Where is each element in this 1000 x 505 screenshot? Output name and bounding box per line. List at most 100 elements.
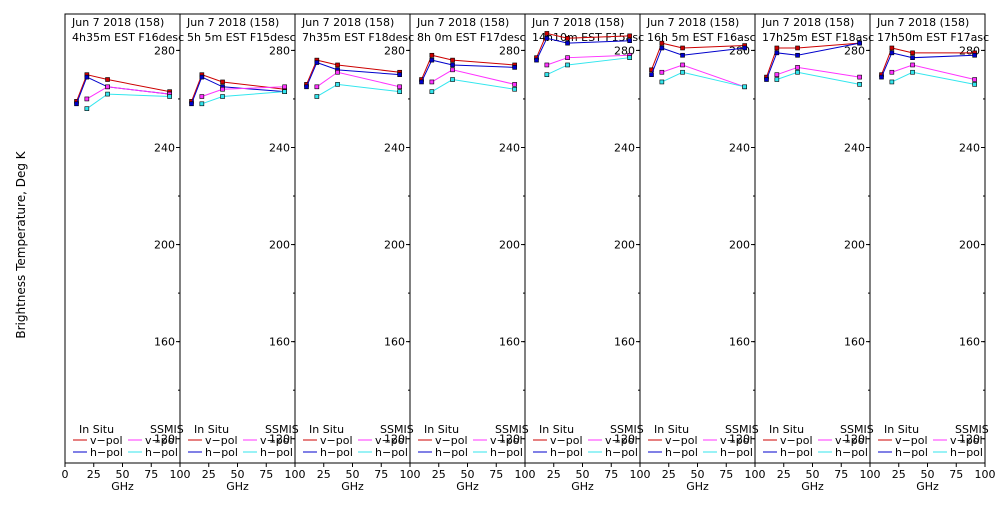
x-tick-label: 25 (547, 468, 561, 481)
x-tick-label: 75 (719, 468, 733, 481)
legend-ssmis-header: SSMIS (380, 423, 414, 436)
data-point (565, 40, 570, 46)
panel-subtitle: 7h35m EST F18desc (302, 31, 414, 44)
series-line (306, 61, 400, 88)
panel-3: 120 160 200 240 280 25 50 75 100 GHz Jun 7 2018 (1… (294, 13, 421, 493)
y-tick-label: 280 (384, 44, 405, 57)
x-tick-label: 25 (662, 468, 676, 481)
y-tick-label: 120 (154, 433, 175, 446)
panel-title: Jun 7 2018 (158) (416, 16, 509, 29)
x-tick-label: 100 (860, 468, 881, 481)
data-point (889, 45, 895, 51)
y-tick-label: 160 (154, 336, 175, 349)
series-line (421, 59, 515, 83)
x-axis-label: GHz (456, 480, 479, 493)
data-point (627, 38, 632, 43)
data-point (429, 52, 435, 58)
data-point (304, 84, 309, 90)
x-tick-label: 50 (921, 468, 935, 481)
legend-label: v−pol (665, 434, 698, 447)
series-line (316, 71, 400, 88)
y-tick-label: 240 (499, 141, 520, 154)
data-point (419, 79, 424, 85)
data-point (199, 74, 205, 80)
legend-in-situ-header: In Situ (79, 423, 114, 436)
x-axis-label: GHz (226, 480, 249, 493)
data-point (74, 101, 79, 107)
data-point (84, 74, 90, 80)
data-point (397, 72, 402, 77)
data-point (972, 52, 977, 58)
y-tick-label: 160 (959, 336, 980, 349)
y-tick-label: 160 (844, 336, 865, 349)
legend-label: v−pol (780, 434, 813, 447)
y-tick-label: 120 (384, 433, 405, 446)
panel-subtitle: 17h25m EST F18asc (762, 31, 874, 44)
panel-subtitle: 4h35m EST F16desc (72, 31, 184, 44)
y-tick-label: 200 (499, 239, 520, 252)
data-point (544, 62, 550, 68)
data-point (774, 50, 780, 56)
data-point (879, 74, 884, 80)
data-point (680, 52, 685, 58)
data-point (314, 60, 320, 65)
legend-ssmis-header: SSMIS (955, 423, 989, 436)
legend-label: h−pol (205, 446, 238, 459)
data-point (680, 69, 685, 75)
data-point (220, 79, 225, 85)
data-point (680, 45, 685, 51)
x-tick-label: 25 (777, 468, 791, 481)
y-tick-label: 120 (499, 433, 520, 446)
legend-label: h−pol (950, 446, 983, 459)
panel-4: 120 160 200 240 280 25 50 75 100 GHz Jun 7 2018 (1… (409, 13, 536, 493)
data-point (795, 69, 800, 75)
series-line (316, 83, 400, 97)
data-point (84, 96, 90, 102)
legend-label: v−pol (375, 434, 408, 447)
data-point (857, 40, 862, 46)
y-tick-label: 240 (154, 141, 175, 154)
x-tick-label: 50 (346, 468, 360, 481)
x-tick-label: 100 (975, 468, 996, 481)
data-point (429, 57, 435, 63)
y-tick-label: 200 (729, 239, 750, 252)
legend-label: v−pol (320, 434, 353, 447)
series-line (766, 42, 860, 78)
data-point (220, 86, 225, 92)
series-line (651, 42, 745, 71)
data-point (544, 72, 550, 77)
panel-subtitle: 16h 5m EST F16asc (647, 31, 756, 44)
y-tick-label: 200 (154, 239, 175, 252)
x-tick-label: 75 (374, 468, 388, 481)
legend-label: h−pol (145, 446, 178, 459)
data-point (565, 62, 570, 68)
legend-label: h−pol (665, 446, 698, 459)
series-line (881, 52, 975, 78)
legend-label: v−pol (895, 434, 928, 447)
y-tick-label: 120 (844, 433, 865, 446)
legend-label: v−pol (550, 434, 583, 447)
series-line (891, 64, 975, 81)
legend-label: v−pol (145, 434, 178, 447)
panel-1: 120 160 200 240 280 0 25 50 75 100 GHz Jun 7 2018 (… (62, 13, 191, 493)
data-point (795, 65, 800, 70)
series-line (891, 71, 975, 85)
legend-in-situ-header: In Situ (424, 423, 459, 436)
y-tick-label: 160 (614, 336, 635, 349)
legend-label: v−pol (950, 434, 983, 447)
x-tick-label: 75 (604, 468, 618, 481)
data-point (397, 89, 402, 94)
y-tick-label: 280 (499, 44, 520, 57)
legend-label: h−pol (780, 446, 813, 459)
data-point (534, 57, 539, 63)
series-line (776, 71, 860, 85)
legend-ssmis-header: SSMIS (265, 423, 299, 436)
y-tick-label: 240 (959, 141, 980, 154)
x-tick-label: 100 (400, 468, 421, 481)
x-tick-label: 100 (285, 468, 306, 481)
data-point (659, 79, 665, 85)
x-tick-label: 50 (231, 468, 245, 481)
x-axis-label: GHz (686, 480, 709, 493)
data-point (659, 40, 665, 46)
data-point (167, 94, 172, 99)
